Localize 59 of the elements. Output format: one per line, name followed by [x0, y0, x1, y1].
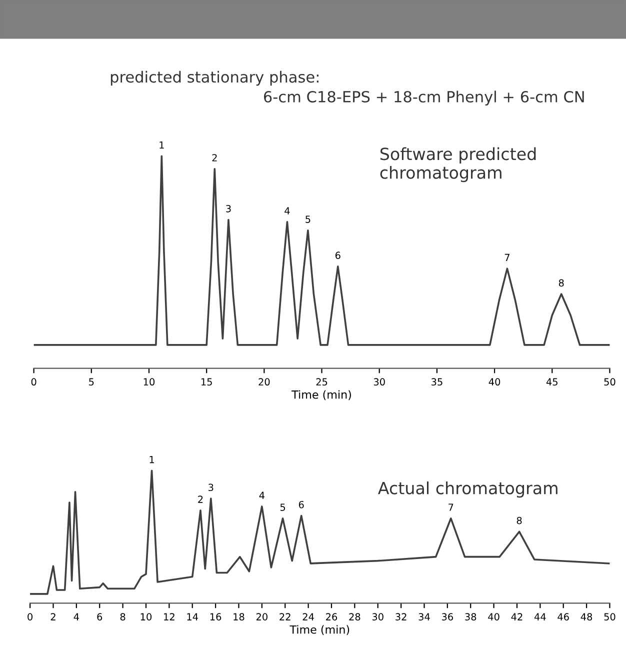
x-tick-label: 32 — [396, 613, 406, 620]
annotation: 5 — [280, 504, 286, 511]
x-tick-label: 50 — [604, 378, 616, 386]
x-tick-label: 16 — [210, 613, 222, 620]
x-axis-title: Time (min) — [292, 390, 351, 400]
x-axis-title: Time (min) — [290, 625, 350, 636]
annotation: 3 — [208, 484, 214, 492]
x-tick-label: 2 — [50, 613, 56, 620]
x-tick-label: 4 — [74, 613, 79, 620]
x-tick-label: 0 — [28, 613, 32, 620]
annotation: 2 — [212, 154, 217, 162]
x-tick-label: 6 — [97, 613, 102, 620]
x-tick-label: 10 — [140, 613, 152, 620]
x-tick-label: 35 — [432, 378, 442, 386]
annotation: 7 — [504, 254, 510, 261]
x-tick-label: 20 — [258, 378, 270, 386]
annotation: 4 — [259, 492, 264, 499]
annotation: 6 — [298, 500, 304, 508]
x-tick-label: 46 — [558, 613, 569, 620]
x-tick-label: 40 — [488, 613, 500, 620]
x-tick-label: 44 — [534, 613, 546, 620]
x-tick-label: 42 — [511, 613, 522, 620]
annotation: 6 — [335, 252, 340, 260]
x-tick-label: 30 — [372, 613, 384, 620]
annotation: 3 — [226, 204, 231, 212]
annotation: 8 — [558, 279, 564, 287]
annotation: 2 — [198, 496, 203, 503]
annotation: 8 — [516, 516, 522, 524]
chart-title: predicted stationary phase: — [110, 70, 318, 86]
annotation: 1 — [150, 456, 154, 464]
x-tick-label: 50 — [604, 613, 616, 620]
chart-subtitle: 6-cm C18-EPS + 18-cm Phenyl + 6-cm CN — [264, 90, 584, 106]
annotation: 4 — [284, 207, 290, 214]
x-tick-label: 5 — [89, 378, 94, 386]
x-tick-label: 18 — [234, 613, 244, 620]
x-tick-label: 38 — [465, 613, 476, 620]
x-tick-label: 34 — [418, 613, 430, 620]
x-tick-label: 26 — [326, 613, 338, 620]
annotation: 7 — [448, 504, 454, 511]
x-tick-label: 14 — [187, 613, 198, 620]
x-tick-label: 40 — [488, 378, 500, 386]
x-tick-label: 22 — [280, 613, 290, 620]
x-tick-label: 0 — [31, 378, 36, 386]
annotation: Actual chromatogram — [378, 481, 558, 498]
x-tick-label: 45 — [546, 378, 558, 386]
x-tick-label: 25 — [316, 378, 328, 386]
x-tick-label: 15 — [201, 378, 212, 386]
x-tick-label: 24 — [302, 613, 314, 620]
x-tick-label: 12 — [164, 613, 174, 620]
x-tick-label: 10 — [144, 378, 155, 386]
x-tick-label: 20 — [256, 613, 268, 620]
annotation: 5 — [306, 216, 310, 223]
x-tick-label: 8 — [120, 613, 126, 620]
annotation: 1 — [160, 141, 164, 149]
x-tick-label: 48 — [580, 613, 592, 620]
x-tick-label: 30 — [374, 378, 385, 386]
x-tick-label: 28 — [349, 613, 360, 620]
annotation: Software predicted chromatogram — [380, 147, 536, 182]
x-tick-label: 36 — [442, 613, 453, 620]
